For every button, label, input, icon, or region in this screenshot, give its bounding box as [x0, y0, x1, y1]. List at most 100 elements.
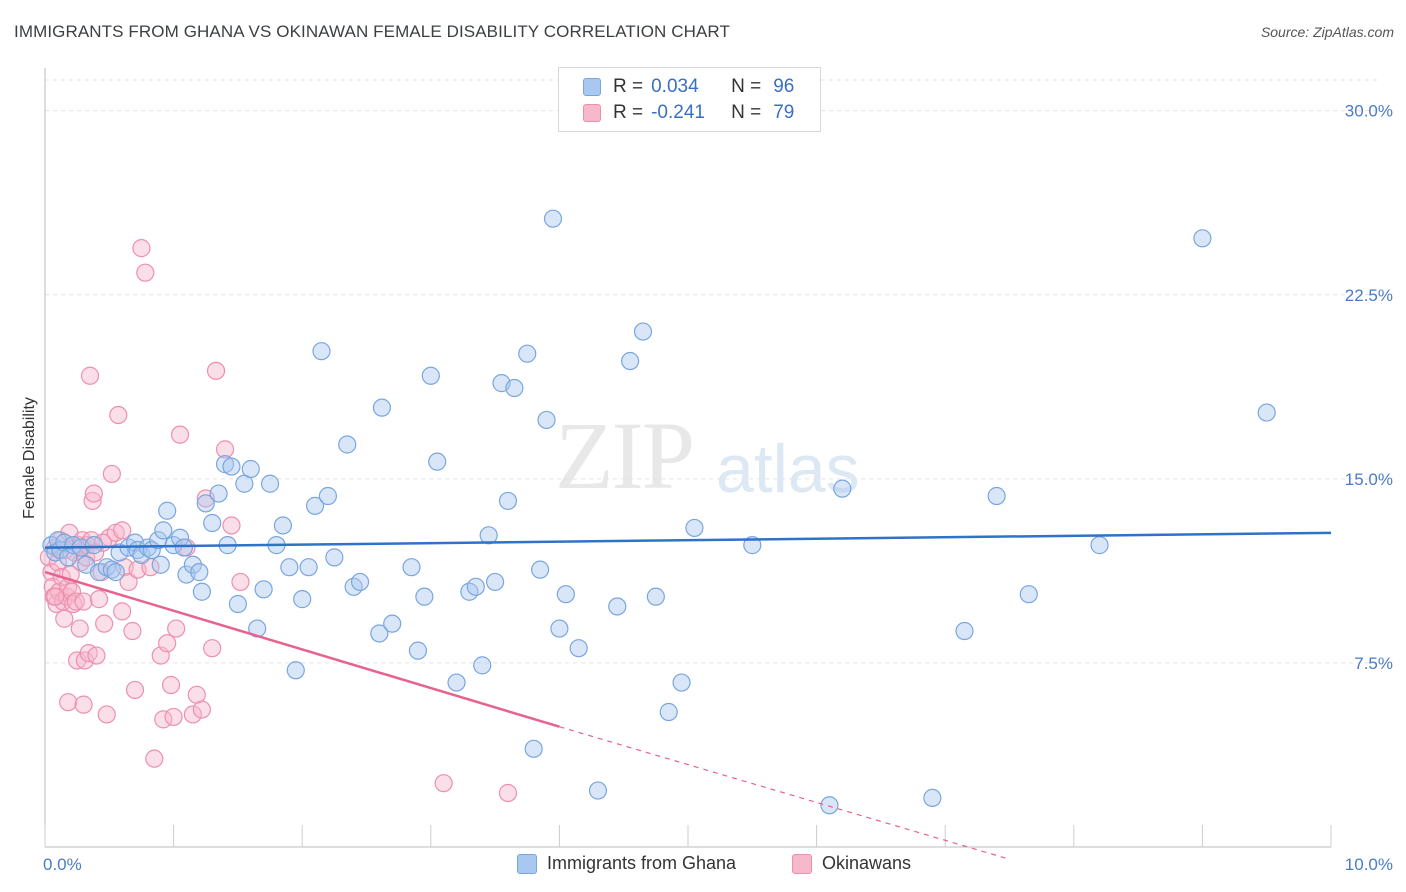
- ghana-point: [447, 673, 466, 692]
- ghana-point: [370, 624, 389, 643]
- okinawan-point: [231, 572, 250, 592]
- okinawan-point: [83, 491, 102, 511]
- ghana-point: [531, 560, 550, 579]
- ghana-point: [524, 739, 543, 758]
- ghana-point: [254, 580, 273, 599]
- ghana-point: [241, 459, 260, 479]
- okinawan-point: [97, 705, 116, 724]
- y-tick-label: 22.5%: [1345, 286, 1393, 305]
- okinawan-point: [167, 619, 186, 638]
- ghana-point: [428, 452, 447, 471]
- ghana-point: [280, 558, 299, 577]
- ghana-point: [286, 661, 305, 680]
- okinawan-point: [145, 749, 164, 768]
- ghana-point: [84, 536, 103, 555]
- ghana-point: [621, 351, 640, 371]
- trend-lines: [44, 531, 1332, 860]
- ghana-point: [550, 619, 569, 638]
- ghana-point: [498, 491, 518, 511]
- ghana-point: [923, 788, 942, 808]
- y-axis-label: Female Disability: [21, 397, 38, 519]
- okinawan-point: [183, 705, 202, 724]
- ghana-point: [421, 366, 440, 385]
- okinawan-point: [498, 783, 518, 803]
- ghana-point: [383, 614, 402, 633]
- legend-r-label: R =: [613, 76, 644, 97]
- okinawan-point: [125, 680, 145, 700]
- ghana-trend-line: [44, 531, 1332, 549]
- ghana-point: [325, 548, 344, 567]
- axes: [44, 68, 1332, 848]
- ghana-point: [305, 496, 325, 515]
- ghana-point: [833, 479, 852, 498]
- okinawan-point: [164, 707, 183, 727]
- okinawan-point: [46, 587, 65, 606]
- ghana-point: [192, 582, 211, 601]
- ghana-point: [350, 572, 370, 592]
- okinawan-point: [119, 572, 138, 592]
- okinawan-point: [55, 609, 74, 628]
- ghana-point: [743, 536, 762, 555]
- legend-n-label: N =: [731, 102, 762, 123]
- okinawan-point: [59, 693, 78, 712]
- chart-source: Source: ZipAtlas.com: [1260, 24, 1394, 40]
- okinawan-point: [102, 464, 121, 484]
- ghana-point: [151, 555, 170, 574]
- ghana-point: [402, 558, 421, 577]
- okinawan-point: [74, 592, 93, 611]
- okinawan-point: [74, 695, 93, 714]
- chart-title: IMMIGRANTS FROM GHANA VS OKINAWAN FEMALE…: [14, 22, 730, 41]
- ghana-point: [106, 563, 125, 582]
- okinawan-point: [136, 263, 155, 282]
- okinawan-point: [158, 634, 177, 653]
- ghana-point: [1090, 536, 1109, 555]
- ghana-point: [987, 486, 1006, 506]
- ghana-point: [338, 435, 357, 454]
- okinawan-point: [80, 366, 100, 385]
- ghana-point: [473, 656, 492, 675]
- okinawan-point: [66, 592, 85, 611]
- okinawan-point: [113, 602, 132, 621]
- okinawan-point: [222, 516, 241, 535]
- ghana-point: [505, 378, 524, 398]
- ghana-point: [672, 673, 691, 692]
- ghana-point: [196, 494, 215, 513]
- legend-swatch-ghana: [583, 78, 601, 96]
- legend-n-value: 79: [773, 102, 795, 123]
- okinawan-point: [113, 521, 132, 540]
- okinawan-point: [123, 621, 142, 641]
- ghana-point: [1019, 585, 1038, 604]
- legend-r-value: 0.034: [651, 76, 699, 97]
- ghana-point: [486, 572, 505, 592]
- ghana-point: [556, 585, 575, 604]
- okinawan-point: [170, 425, 190, 444]
- ghana-point: [273, 516, 293, 535]
- legend-row-ghana: R = 0.034 N = 96: [583, 75, 794, 99]
- ghana-point: [608, 597, 627, 616]
- ghana-point: [228, 594, 247, 614]
- ghana-point: [633, 322, 653, 341]
- bottom-legend-okinawan: Okinawans: [792, 853, 911, 874]
- okinawan-trend-extension: [559, 726, 1010, 860]
- ghana-point: [543, 209, 563, 228]
- ghana-point: [174, 538, 193, 557]
- y-tick-label: 15.0%: [1345, 470, 1393, 489]
- ghana-series: [42, 209, 1276, 815]
- bottom-legend-label-okinawan: Okinawans: [822, 853, 912, 873]
- ghana-point: [569, 639, 588, 658]
- okinawan-point: [70, 619, 89, 638]
- okinawan-point: [87, 646, 106, 665]
- okinawan-point: [206, 361, 226, 380]
- okinawan-point: [161, 675, 181, 695]
- ghana-point: [318, 486, 338, 506]
- okinawan-point: [203, 639, 222, 658]
- okinawan-series: [39, 239, 518, 803]
- ghana-point: [1193, 229, 1212, 248]
- ghana-point: [260, 474, 280, 493]
- legend-n-label: N =: [731, 76, 762, 97]
- ghana-point: [1257, 403, 1276, 422]
- ghana-point: [646, 587, 665, 606]
- ghana-point: [222, 457, 241, 476]
- x-tick-label: 0.0%: [43, 855, 82, 874]
